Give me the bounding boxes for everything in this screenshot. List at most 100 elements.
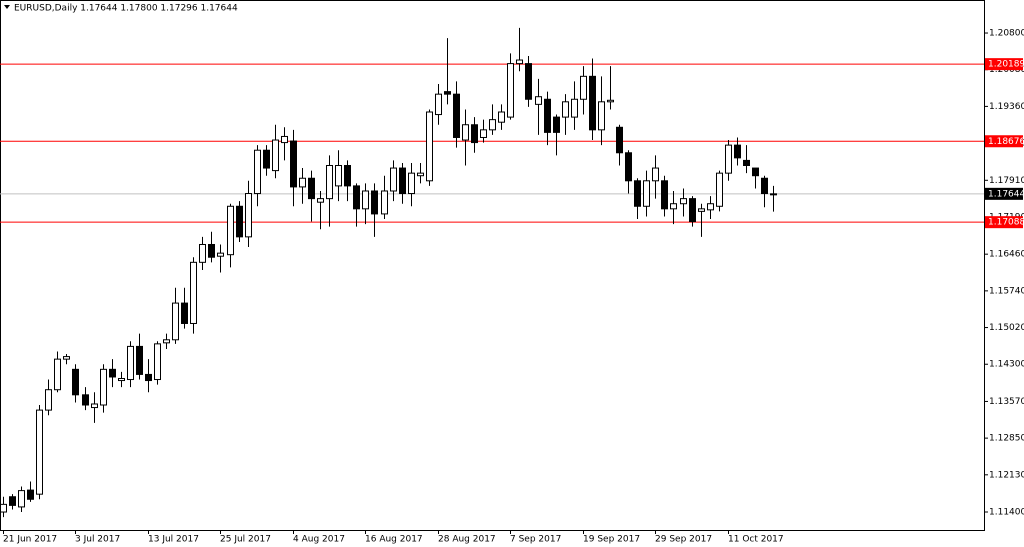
candle-body [362,190,369,210]
candle-body [399,167,406,195]
x-tick-label: 28 Aug 2017 [438,535,496,545]
candle-body [290,140,297,188]
candle-body [480,129,487,138]
chart-title: EURUSD,Daily 1.17644 1.17800 1.17296 1.1… [14,4,238,14]
y-tick-label: 1.11400 [989,508,1024,518]
candle-body [371,190,378,215]
candle-body [516,59,523,65]
candle-body [254,149,261,195]
level-label: 1.17088 [988,218,1024,228]
candle-body [199,243,206,263]
candle-body [562,101,569,118]
candle-body [607,99,614,103]
y-tick-label: 1.13570 [989,397,1024,407]
candle-body [670,203,677,210]
level-label: 1.18676 [988,137,1024,147]
x-tick-label: 11 Oct 2017 [728,535,784,545]
candle-body [435,93,442,116]
candle-body [761,177,768,195]
menu-triangle [4,5,10,9]
y-tick-label: 1.12850 [989,434,1024,444]
candle-body [408,172,415,195]
candle-body [698,208,705,212]
x-tick-label: 21 Jun 2017 [3,535,57,545]
y-tick-label: 1.15020 [989,323,1024,333]
candle-body [172,302,179,341]
candle-body [707,203,714,211]
candle-body [444,91,451,95]
candle-body [245,193,252,238]
candle-body [9,496,16,506]
candle-body [589,75,596,131]
candle-body [227,205,234,256]
candle-body [27,489,34,500]
x-tick-label: 16 Aug 2017 [365,535,423,545]
candle-body [770,193,777,196]
candle-body [18,490,25,508]
candle-body [263,149,270,169]
candle-body [689,198,696,223]
candle-body [109,368,116,378]
x-tick-label: 4 Aug 2017 [293,535,345,545]
candle-body [136,345,143,375]
candle-body [752,167,759,177]
candle-body [535,96,542,105]
candle-body [145,373,152,382]
candle-body [525,63,532,100]
candle-body [353,185,360,210]
candle-body [72,368,79,396]
x-tick-label: 7 Sep 2017 [510,535,561,545]
candle-body [390,167,397,192]
candle-body [127,345,134,381]
candle-body [118,378,125,382]
x-tick-label: 29 Sep 2017 [655,535,712,545]
candle-body [299,177,306,188]
candle-body [580,75,587,100]
candle-body [498,111,505,123]
candle-body [471,124,478,144]
candle-body [154,343,161,381]
candle-body [725,144,732,174]
candle-body [36,409,43,495]
candle-body [344,165,351,187]
candle-body [181,302,188,324]
candle-body [281,135,288,144]
y-tick-label: 1.15740 [989,286,1024,296]
candle-body [82,394,89,406]
candle-body [489,119,496,131]
candle-body [272,139,279,172]
candle-body [643,180,650,207]
candle-body [598,101,605,131]
level-label-box [985,216,1023,229]
y-tick-label: 1.19360 [989,102,1024,112]
candle-body [0,503,7,513]
candle-body [625,152,632,182]
x-tick-label: 13 Jul 2017 [148,535,199,545]
candle-body [190,261,197,324]
y-tick-label: 1.20800 [989,29,1024,39]
candle-body [553,116,560,133]
x-tick-label: 19 Sep 2017 [583,535,640,545]
candle-body [381,190,388,215]
y-tick-label: 1.16460 [989,250,1024,260]
candle-body [236,205,243,238]
candle-body [426,111,433,182]
plot-frame [0,0,985,531]
candle-body [544,98,551,133]
candle-body [616,126,623,154]
candle-body [54,358,61,391]
x-tick-label: 25 Jul 2017 [220,535,271,545]
candle-body [680,198,687,205]
level-label: 1.20189 [988,60,1024,70]
candle-body [308,177,315,200]
candle-body [716,172,723,207]
candle-body [571,98,578,118]
level-label-box [985,58,1023,71]
candle-body [326,165,333,200]
candle-body [743,159,750,167]
candle-body [634,180,641,207]
candle-body [208,243,215,258]
price-label-box [985,187,1023,200]
